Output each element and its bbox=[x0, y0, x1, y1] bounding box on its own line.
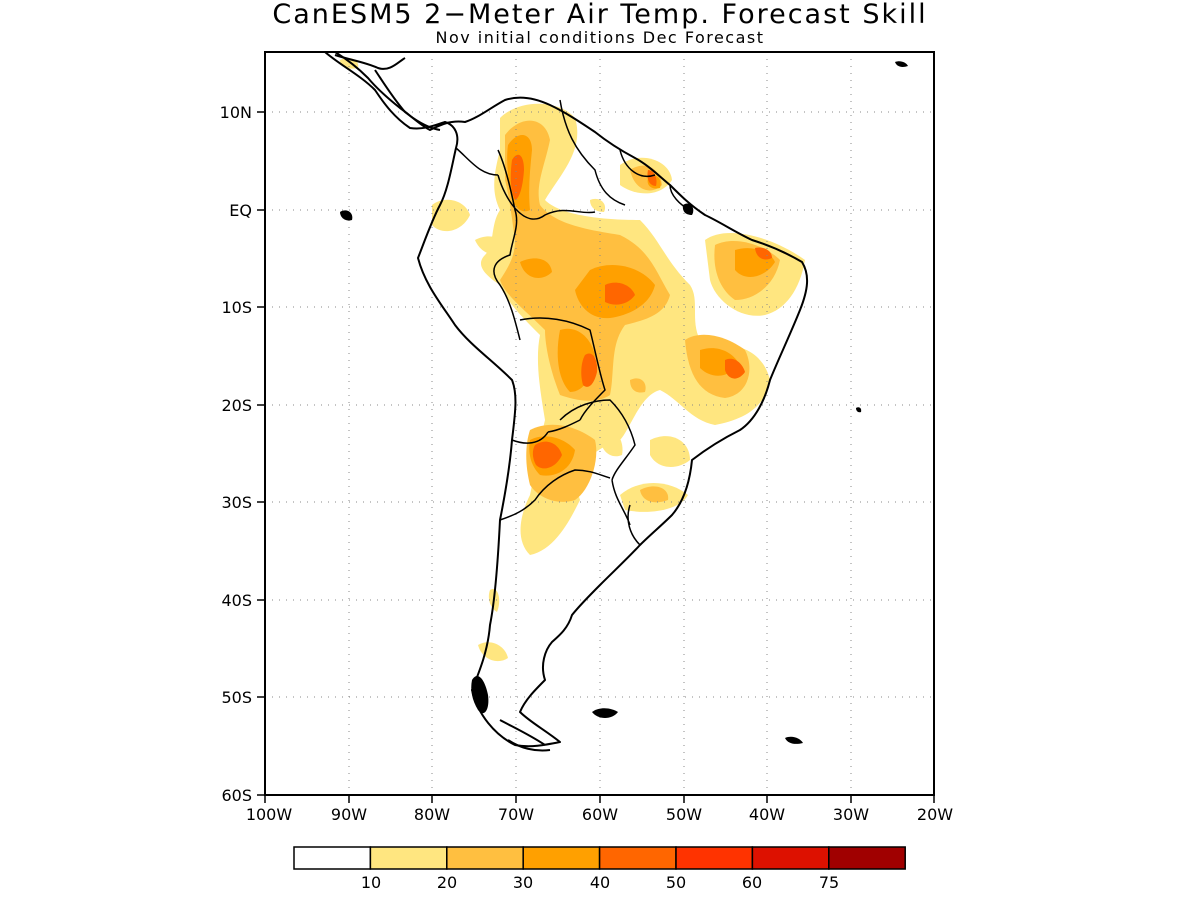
colorbar bbox=[293, 846, 906, 870]
country-borders bbox=[455, 99, 691, 546]
y-tick-labels: 10N EQ 10S 20S 30S 40S 50S 60S bbox=[220, 103, 252, 805]
y-tick-label: 40S bbox=[221, 591, 252, 610]
colorbar-swatch bbox=[522, 846, 601, 870]
x-tick-label: 20W bbox=[917, 805, 953, 824]
y-tick-label: 10N bbox=[220, 103, 252, 122]
y-tick-label: 10S bbox=[221, 298, 252, 317]
chart-subtitle: Nov initial conditions Dec Forecast bbox=[435, 28, 765, 47]
x-tick-label: 60W bbox=[582, 805, 618, 824]
skill-level-40 bbox=[510, 154, 772, 469]
y-tick-label: 30S bbox=[221, 493, 252, 512]
tick-marks bbox=[257, 111, 935, 803]
chart-title: CanESM5 2−Meter Air Temp. Forecast Skill bbox=[272, 0, 928, 30]
colorbar-label: 20 bbox=[437, 873, 457, 892]
x-tick-label: 30W bbox=[833, 805, 869, 824]
colorbar-labels: 10 20 30 40 50 60 75 bbox=[361, 873, 839, 892]
colorbar-label: 10 bbox=[361, 873, 381, 892]
colorbar-swatch bbox=[369, 846, 448, 870]
islands bbox=[340, 61, 908, 744]
colorbar-swatch bbox=[293, 846, 372, 870]
y-tick-label: 20S bbox=[221, 396, 252, 415]
colorbar-label: 50 bbox=[666, 873, 686, 892]
central-america bbox=[334, 54, 441, 131]
skill-shading bbox=[340, 57, 805, 662]
y-tick-label: 60S bbox=[221, 786, 252, 805]
colorbar-swatch bbox=[828, 846, 906, 870]
coastlines bbox=[324, 52, 808, 752]
colorbar-label: 75 bbox=[819, 873, 839, 892]
colorbar-label: 60 bbox=[742, 873, 762, 892]
map-grid bbox=[265, 52, 934, 795]
colorbar-swatch bbox=[675, 846, 754, 870]
y-tick-label: EQ bbox=[229, 201, 252, 220]
x-tick-labels: 100W 90W 80W 70W 60W 50W 40W 30W 20W bbox=[246, 805, 953, 824]
x-tick-label: 50W bbox=[666, 805, 702, 824]
x-tick-label: 80W bbox=[414, 805, 450, 824]
colorbar-swatch bbox=[446, 846, 524, 870]
colorbar-label: 40 bbox=[590, 873, 610, 892]
y-tick-label: 50S bbox=[221, 688, 252, 707]
colorbar-swatch bbox=[751, 846, 830, 870]
colorbar-swatch bbox=[598, 846, 677, 870]
x-tick-label: 100W bbox=[246, 805, 293, 824]
x-tick-label: 70W bbox=[498, 805, 534, 824]
tierra-del-fuego bbox=[499, 719, 551, 752]
x-tick-label: 90W bbox=[331, 805, 367, 824]
colorbar-label: 30 bbox=[513, 873, 533, 892]
continent-outline bbox=[324, 52, 808, 748]
x-tick-label: 40W bbox=[749, 805, 785, 824]
